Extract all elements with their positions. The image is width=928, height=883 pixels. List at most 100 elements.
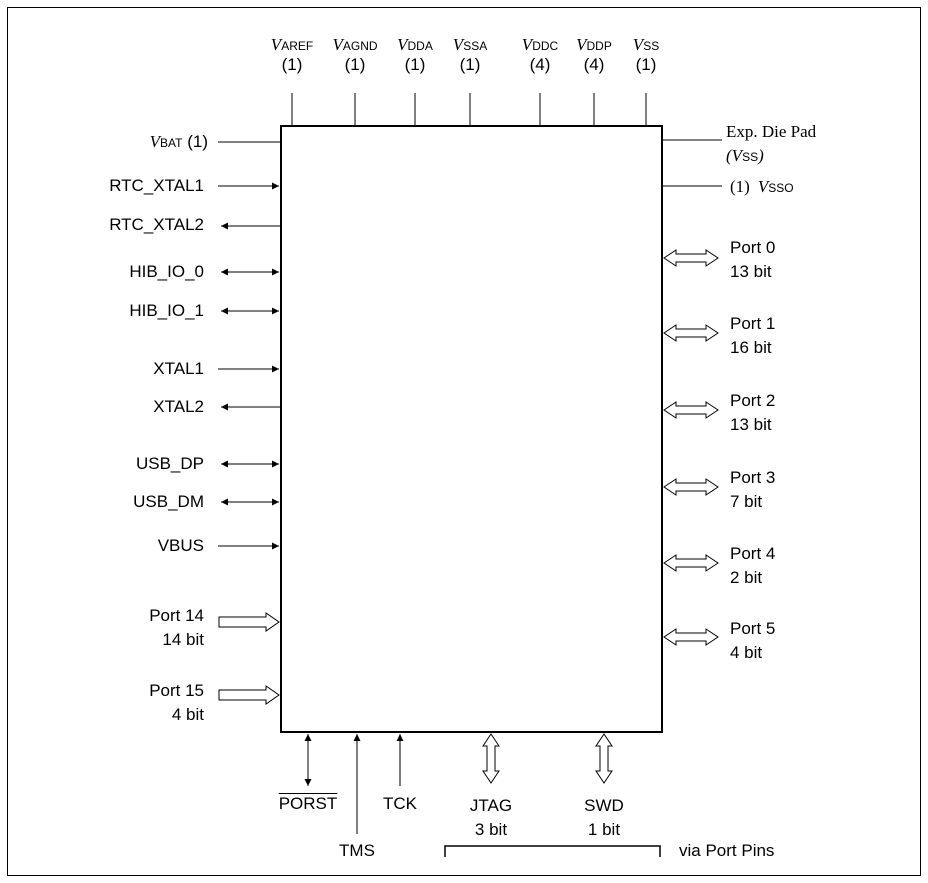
- die-pad-title: Exp. Die Pad: [726, 122, 817, 141]
- swd-bus-arrow: [595, 733, 613, 784]
- port-name: Port 1: [730, 314, 776, 333]
- pin-label-port1: Port 1 16 bit: [730, 312, 775, 360]
- top-pin-vss: VSS (1): [616, 35, 676, 75]
- right-pin-lines: [662, 139, 722, 646]
- top-pin-subscript: DDP: [586, 39, 612, 53]
- top-pin-subscript: DDC: [532, 39, 559, 53]
- pin-label-xtal2: XTAL2: [153, 397, 204, 416]
- pin-label-porst: PORST: [278, 794, 338, 813]
- top-pin-count: (1): [635, 55, 657, 74]
- pin-label-port15: Port 15 4 bit: [80, 679, 204, 727]
- port14-bus-arrow: [218, 612, 280, 632]
- pin-subscript: SSO: [768, 181, 794, 195]
- pin-symbol: V: [757, 177, 769, 196]
- pin-count: (1): [730, 177, 750, 196]
- port-width: 1 bit: [587, 820, 621, 839]
- pin-subscript: SS: [742, 150, 759, 164]
- top-pin-symbol: V: [332, 35, 343, 54]
- pin-label-rtc-xtal1: RTC_XTAL1: [109, 176, 204, 195]
- top-pin-subscript: DDA: [407, 39, 433, 53]
- top-pin-symbol: V: [576, 35, 587, 54]
- pin-label-tck: TCK: [383, 794, 417, 813]
- port-name: Port 0: [730, 238, 776, 257]
- via-port-pins-label: via Port Pins: [679, 841, 775, 860]
- pin-label-port2: Port 2 13 bit: [730, 389, 775, 437]
- pin-label-xtal1: XTAL1: [153, 359, 204, 378]
- port-name: Port 4: [730, 544, 776, 563]
- pin-label-usb-dp: USB_DP: [135, 454, 204, 473]
- port-width: 2 bit: [730, 568, 763, 587]
- port1-bus-arrow: [663, 324, 719, 342]
- port-name: Port 14: [149, 606, 204, 625]
- port-name: Port 2: [730, 391, 776, 410]
- paren-open: (: [726, 146, 732, 165]
- port-width: 4 bit: [730, 643, 763, 662]
- pin-label-port0: Port 0 13 bit: [730, 236, 775, 284]
- top-pin-symbol: V: [270, 35, 282, 54]
- pin-label-vbus: VBUS: [157, 536, 204, 555]
- pin-label-rtc-xtal2: RTC_XTAL2: [109, 215, 204, 234]
- top-pin-symbol: V: [452, 35, 464, 54]
- pin-label-jtag: JTAG 3 bit: [446, 794, 536, 842]
- left-pin-lines: [218, 141, 281, 705]
- port15-bus-arrow: [218, 685, 280, 705]
- top-pin-count: (1): [344, 55, 366, 74]
- top-pin-subscript: AGND: [342, 39, 378, 53]
- bottom-pin-lines: [304, 733, 661, 857]
- pin-label-port4: Port 4 2 bit: [730, 542, 775, 590]
- port-width: 13 bit: [730, 262, 772, 281]
- pin-label-tms: TMS: [339, 841, 375, 860]
- pin-label-vsso: (1) VSSO: [730, 177, 794, 197]
- pin-label-die-pad: Exp. Die Pad (VSS): [726, 120, 816, 169]
- pin-count: (1): [182, 132, 208, 151]
- top-pin-vddp: VDDP (4): [564, 35, 624, 75]
- paren-close: ): [758, 146, 764, 165]
- top-pin-vdda: VDDA (1): [385, 35, 445, 75]
- top-pin-vddc: VDDC (4): [510, 35, 570, 75]
- pin-label-vbat: VBAT (1): [100, 132, 208, 152]
- port-name: Port 5: [730, 619, 776, 638]
- top-pin-count: (4): [583, 55, 605, 74]
- port-width: 16 bit: [730, 338, 772, 357]
- top-pin-lines: [291, 93, 647, 126]
- port-width: 4 bit: [171, 705, 204, 724]
- pin-label-port5: Port 5 4 bit: [730, 617, 775, 665]
- top-pin-count: (1): [459, 55, 481, 74]
- pin-label-port14: Port 14 14 bit: [80, 604, 204, 652]
- top-pin-varef: VAREF (1): [262, 35, 322, 75]
- pin-label-hib-io-0: HIB_IO_0: [129, 262, 204, 281]
- top-pin-subscript: SS: [643, 39, 660, 53]
- top-pin-count: (1): [404, 55, 426, 74]
- port-pins-bracket: [444, 845, 661, 857]
- pin-symbol: V: [149, 132, 161, 151]
- top-pin-vssa: VSSA (1): [440, 35, 500, 75]
- jtag-bus-arrow: [482, 733, 500, 784]
- port0-bus-arrow: [663, 249, 719, 267]
- port3-bus-arrow: [663, 478, 719, 496]
- port-width: 13 bit: [730, 415, 772, 434]
- pin-subscript: BAT: [160, 136, 183, 150]
- top-pin-symbol: V: [521, 35, 533, 54]
- top-pin-count: (4): [529, 55, 551, 74]
- figure-frame: [7, 7, 921, 876]
- port-width: 14 bit: [162, 630, 204, 649]
- port-name: Port 3: [730, 468, 776, 487]
- port-width: 3 bit: [474, 820, 508, 839]
- pin-label-swd: SWD 1 bit: [559, 794, 649, 842]
- pin-label-usb-dm: USB_DM: [133, 492, 204, 511]
- top-pin-vagnd: VAGND (1): [325, 35, 385, 75]
- top-pin-count: (1): [281, 55, 303, 74]
- device-body: [280, 125, 663, 733]
- port4-bus-arrow: [663, 554, 719, 572]
- pin-label-hib-io-1: HIB_IO_1: [129, 301, 204, 320]
- pin-symbol: V: [731, 146, 743, 165]
- pin-label-port3: Port 3 7 bit: [730, 466, 775, 514]
- top-pin-symbol: V: [632, 35, 644, 54]
- top-pin-symbol: V: [397, 35, 408, 54]
- port5-bus-arrow: [663, 628, 719, 646]
- port2-bus-arrow: [663, 401, 719, 419]
- port-name: SWD: [584, 796, 624, 815]
- port-name: Port 15: [149, 681, 204, 700]
